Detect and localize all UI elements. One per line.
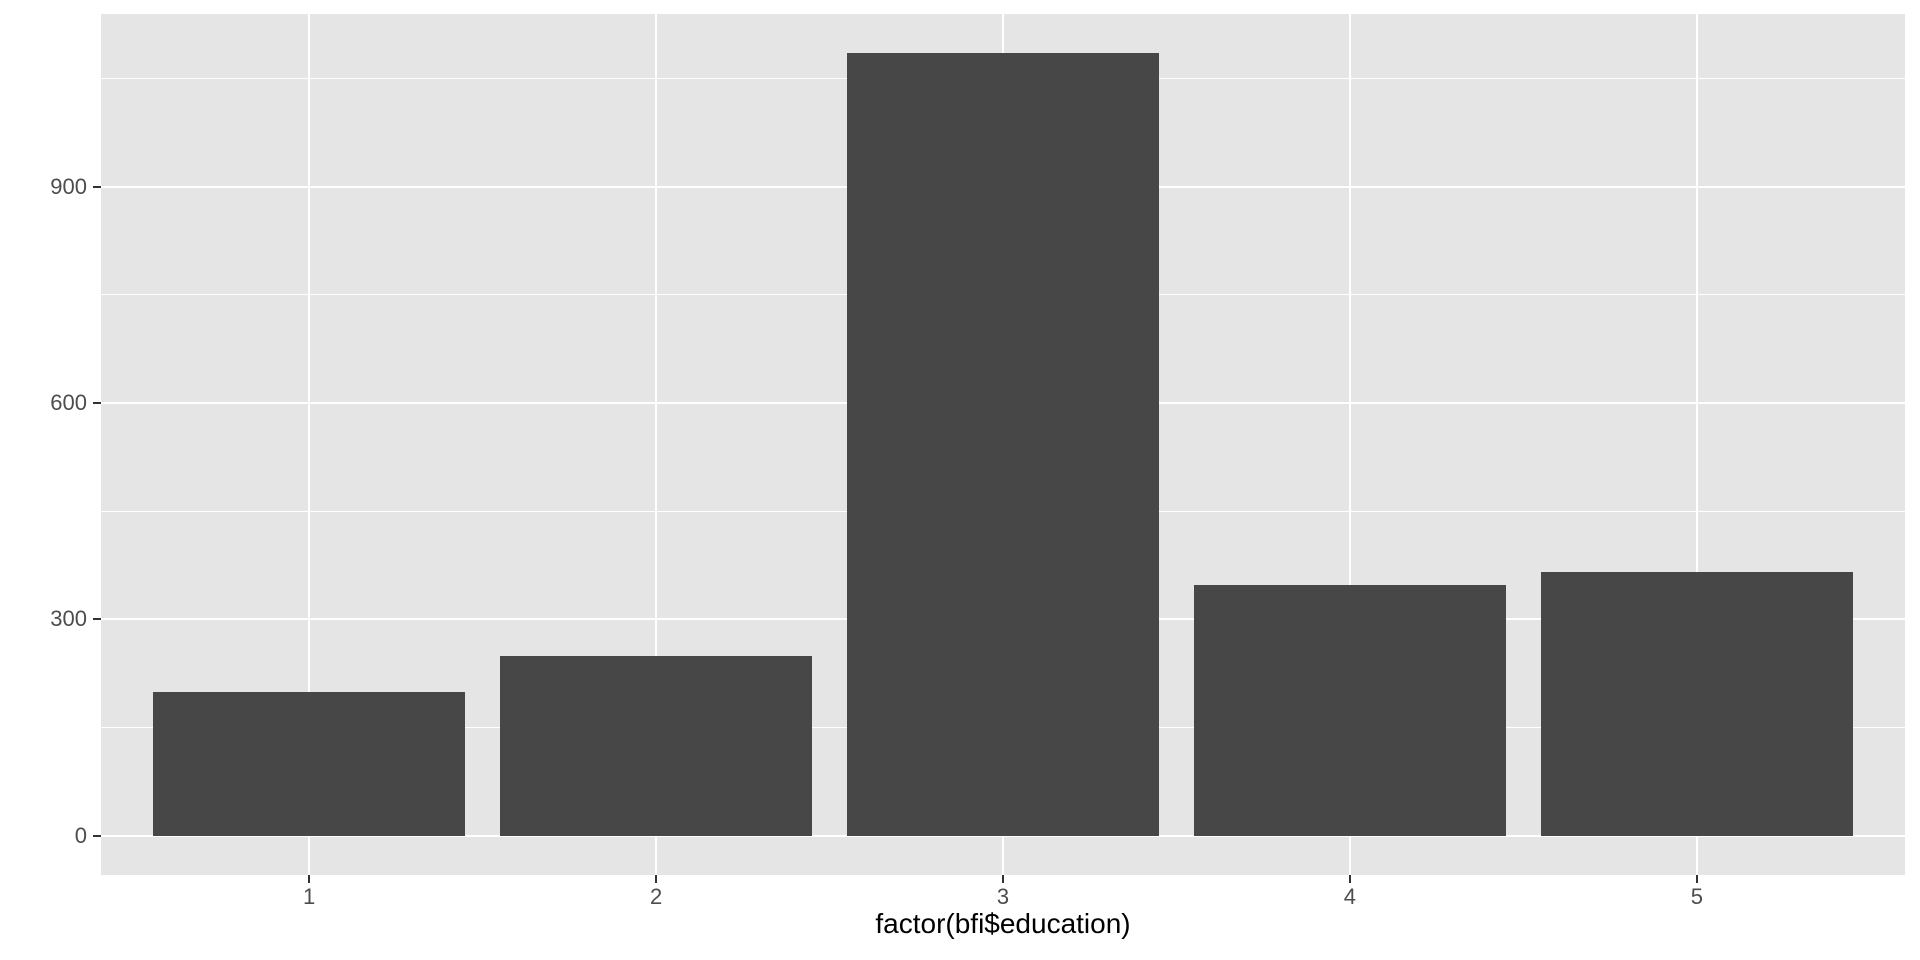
y-axis-tick [93, 834, 101, 837]
x-axis-tick [1695, 875, 1698, 883]
x-tick-label: 1 [303, 884, 316, 909]
gridline-major-x [308, 14, 311, 875]
y-axis-tick [93, 618, 101, 621]
gridline-major-x [1348, 14, 1351, 875]
y-axis-tick [93, 185, 101, 188]
x-tick-label: 2 [649, 884, 663, 909]
bar [846, 53, 1160, 836]
bar [1540, 571, 1853, 836]
bar [153, 691, 466, 836]
x-axis-title: factor(bfi$education) [875, 908, 1131, 939]
x-tick-label: 4 [1343, 884, 1357, 909]
bar [499, 655, 813, 836]
y-tick-label: 0 [74, 822, 87, 848]
y-tick-label: 900 [50, 173, 87, 199]
bar [1193, 584, 1507, 836]
x-axis-tick [308, 875, 311, 883]
gridline-major-x [655, 14, 658, 875]
y-tick-label: 600 [50, 390, 87, 416]
x-axis-tick [1002, 875, 1004, 883]
x-axis-tick [655, 875, 658, 883]
y-axis-tick [93, 402, 101, 405]
y-tick-label: 300 [50, 606, 87, 632]
x-axis-tick [1348, 875, 1351, 883]
x-tick-label: 3 [996, 884, 1010, 909]
x-tick-label: 5 [1690, 884, 1703, 909]
gridline-major-x [1695, 14, 1698, 875]
